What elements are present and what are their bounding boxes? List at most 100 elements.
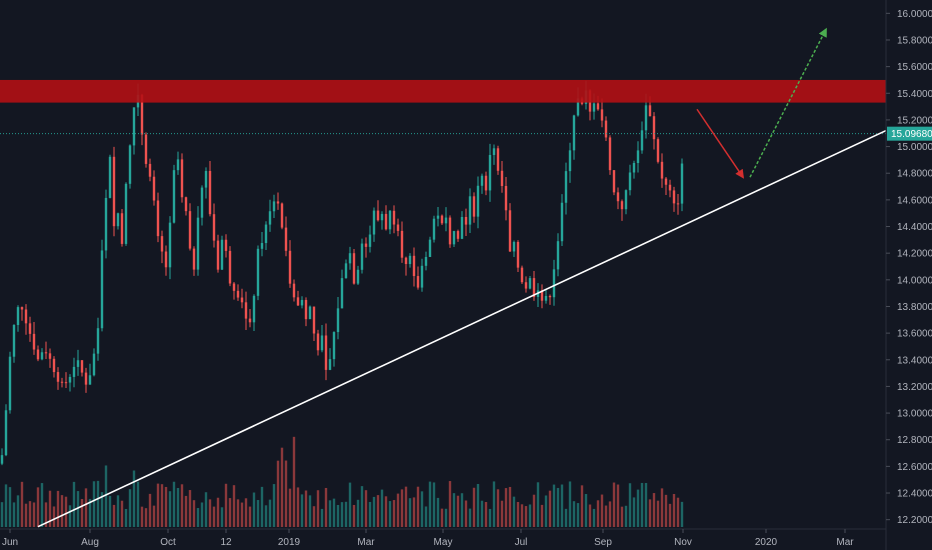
volume-bar <box>168 491 172 527</box>
volume-bar <box>640 482 644 527</box>
candle-body <box>312 306 316 334</box>
volume-bar <box>344 501 348 527</box>
volume-bar <box>384 496 388 527</box>
candle-body <box>492 148 496 155</box>
volume-bar <box>152 505 156 527</box>
candle-body <box>332 332 336 360</box>
volume-bar <box>476 483 480 527</box>
candle-body <box>484 175 488 191</box>
volume-bar <box>112 504 116 527</box>
volume-bar <box>420 491 424 527</box>
y-tick-label: 16.00000 <box>897 9 932 20</box>
candle-body <box>480 175 484 186</box>
volume-bar <box>172 481 176 527</box>
volume-bar <box>644 482 648 527</box>
volume-bar <box>92 481 96 527</box>
y-tick-label: 14.60000 <box>897 195 932 206</box>
candle-body <box>572 115 576 151</box>
volume-bar <box>164 486 168 527</box>
candle-body <box>40 352 44 360</box>
volume-bar <box>228 498 232 527</box>
volume-bar <box>512 496 516 527</box>
x-tick-label: Mar <box>357 537 375 548</box>
y-tick-label: 13.00000 <box>897 409 932 420</box>
candle-body <box>84 372 88 385</box>
volume-bar <box>80 498 84 527</box>
candle-body <box>680 163 684 204</box>
candle-body <box>564 171 568 203</box>
candle-body <box>92 353 96 376</box>
candle-body <box>524 282 528 289</box>
candle-body <box>172 170 176 223</box>
volume-bar <box>576 503 580 527</box>
candle-body <box>108 156 112 198</box>
volume-bar <box>496 489 500 527</box>
volume-bar <box>276 460 280 527</box>
volume-bar <box>32 502 36 527</box>
volume-bar <box>356 499 360 527</box>
y-tick-label: 14.20000 <box>897 249 932 260</box>
volume-bar <box>68 505 72 527</box>
volume-bar <box>592 508 596 527</box>
volume-bar <box>180 484 184 527</box>
x-tick-label: Jul <box>515 537 528 548</box>
candle-body <box>640 130 644 151</box>
volume-bar <box>624 505 628 527</box>
volume-bar <box>436 497 440 527</box>
volume-bar <box>16 495 20 527</box>
price-tag-label: 15.09680 <box>891 129 932 140</box>
volume-bar <box>652 493 656 527</box>
volume-bar <box>120 500 124 527</box>
volume-bar <box>60 495 64 527</box>
candle-body <box>676 203 680 205</box>
candle-body <box>4 410 8 456</box>
volume-bar <box>160 484 164 527</box>
candle-body <box>652 116 656 140</box>
volume-bar <box>432 482 436 527</box>
candle-body <box>540 290 544 301</box>
volume-bar <box>584 494 588 527</box>
volume-bar <box>660 488 664 527</box>
y-tick-label: 14.40000 <box>897 222 932 233</box>
y-tick-label: 12.60000 <box>897 462 932 473</box>
volume-bar <box>364 490 368 527</box>
candle-body <box>608 137 612 171</box>
candle-body <box>300 299 304 306</box>
candle-body <box>68 376 72 383</box>
candle-body <box>532 278 536 297</box>
candle-body <box>260 243 264 249</box>
volume-bar <box>336 504 340 527</box>
volume-bar <box>264 505 268 527</box>
candle-body <box>248 318 252 323</box>
volume-bar <box>44 502 48 527</box>
volume-bar <box>440 508 444 527</box>
candle-body <box>112 156 116 227</box>
y-tick-label: 15.60000 <box>897 62 932 73</box>
volume-bar <box>76 491 80 527</box>
candle-body <box>528 278 532 289</box>
candle-body <box>612 170 616 193</box>
candle-body <box>76 360 80 367</box>
volume-bar <box>272 484 276 527</box>
volume-bar <box>116 495 120 527</box>
volume-bar <box>220 507 224 527</box>
volume-bar <box>192 500 196 527</box>
candle-body <box>8 356 12 411</box>
candle-body <box>308 306 312 320</box>
volume-bar <box>604 505 608 527</box>
volume-bar <box>296 487 300 527</box>
y-tick-label: 15.40000 <box>897 89 932 100</box>
candle-body <box>520 267 524 283</box>
volume-bar <box>520 504 524 527</box>
y-tick-label: 12.40000 <box>897 489 932 500</box>
candle-body <box>100 250 104 329</box>
y-tick-label: 13.60000 <box>897 329 932 340</box>
volume-bar <box>612 482 616 527</box>
candle-body <box>576 98 580 116</box>
volume-bar <box>232 485 236 527</box>
candle-body <box>464 216 468 225</box>
volume-bar <box>176 487 180 527</box>
candle-body <box>356 269 360 284</box>
volume-bar <box>240 502 244 527</box>
candle-body <box>544 295 548 301</box>
